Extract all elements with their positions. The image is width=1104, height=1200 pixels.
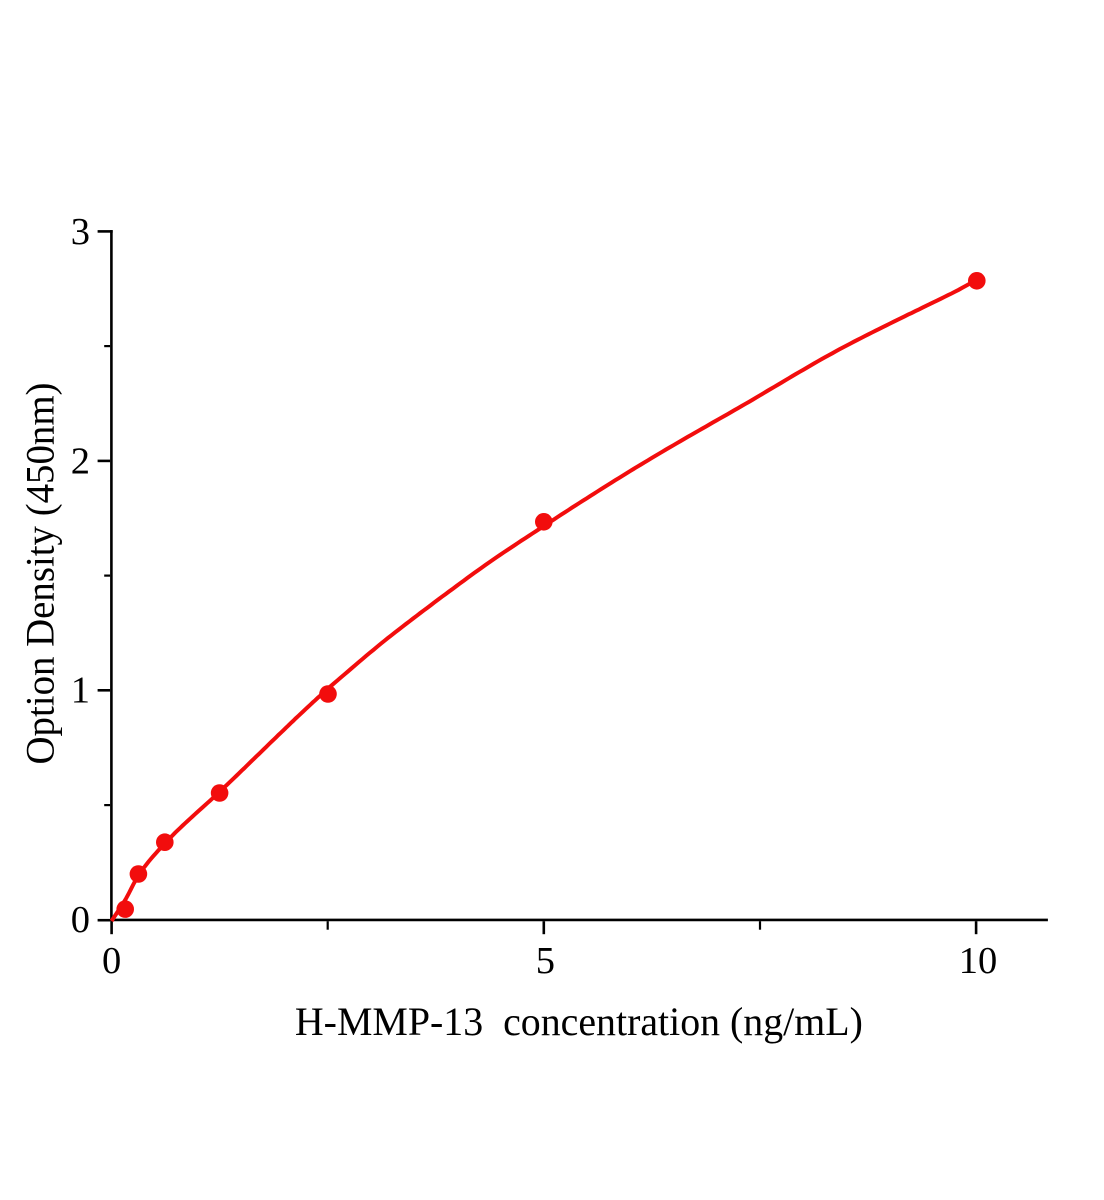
svg-text:3: 3 xyxy=(71,211,90,253)
svg-text:Option Density (450nm): Option Density (450nm) xyxy=(18,383,63,765)
svg-text:2: 2 xyxy=(71,440,90,482)
svg-text:10: 10 xyxy=(959,940,998,982)
svg-text:H-MMP-13 concentration (ng/mL: H-MMP-13 concentration (ng/mL) xyxy=(295,999,863,1044)
svg-text:1: 1 xyxy=(71,670,90,712)
svg-text:0: 0 xyxy=(102,940,121,982)
svg-text:5: 5 xyxy=(536,940,555,982)
svg-text:0: 0 xyxy=(71,899,90,941)
